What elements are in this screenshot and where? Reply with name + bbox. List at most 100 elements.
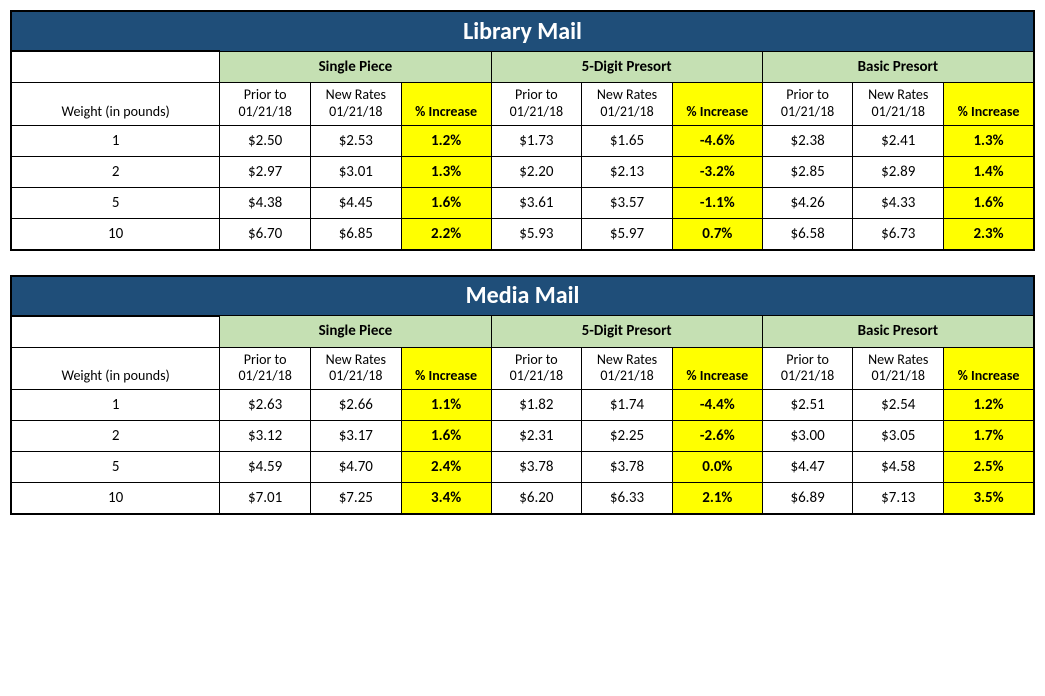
value-cell: $2.66: [310, 390, 401, 421]
prior-header: Prior to 01/21/18: [762, 83, 853, 126]
rate-table: Library MailSingle Piece5-Digit PresortB…: [10, 10, 1035, 251]
prior-header: Prior to 01/21/18: [220, 83, 311, 126]
pct-increase-header: % Increase: [672, 83, 762, 126]
value-cell: $4.26: [762, 187, 853, 218]
prior-header: Prior to 01/21/18: [491, 83, 582, 126]
value-cell: $4.70: [310, 452, 401, 483]
value-cell: $2.13: [582, 156, 673, 187]
value-cell: $7.13: [853, 483, 944, 515]
table-row: 10$7.01$7.253.4%$6.20$6.332.1%$6.89$7.13…: [11, 483, 1034, 515]
value-cell: $1.65: [582, 125, 673, 156]
pct-cell: -1.1%: [672, 187, 762, 218]
value-cell: $2.41: [853, 125, 944, 156]
weight-cell: 10: [11, 218, 220, 250]
weight-cell: 2: [11, 156, 220, 187]
value-cell: $3.57: [582, 187, 673, 218]
table-row: 1$2.63$2.661.1%$1.82$1.74-4.4%$2.51$2.54…: [11, 390, 1034, 421]
group-header: 5-Digit Presort: [491, 316, 762, 348]
pct-cell: 1.3%: [401, 156, 491, 187]
pct-increase-header: % Increase: [401, 83, 491, 126]
pct-increase-header: % Increase: [944, 83, 1034, 126]
prior-header: Prior to 01/21/18: [762, 347, 853, 390]
pct-cell: 1.3%: [944, 125, 1034, 156]
new-rates-header: New Rates 01/21/18: [310, 347, 401, 390]
value-cell: $6.33: [582, 483, 673, 515]
weight-cell: 2: [11, 421, 220, 452]
value-cell: $3.78: [582, 452, 673, 483]
blank-cell: [11, 316, 220, 348]
pct-cell: 0.0%: [672, 452, 762, 483]
value-cell: $6.85: [310, 218, 401, 250]
value-cell: $3.78: [491, 452, 582, 483]
table-row: 1$2.50$2.531.2%$1.73$1.65-4.6%$2.38$2.41…: [11, 125, 1034, 156]
value-cell: $1.73: [491, 125, 582, 156]
value-cell: $4.47: [762, 452, 853, 483]
value-cell: $5.97: [582, 218, 673, 250]
value-cell: $3.01: [310, 156, 401, 187]
weight-cell: 5: [11, 187, 220, 218]
group-header: Single Piece: [220, 316, 491, 348]
pct-cell: 1.4%: [944, 156, 1034, 187]
pct-cell: 3.4%: [401, 483, 491, 515]
pct-cell: 0.7%: [672, 218, 762, 250]
blank-cell: [11, 51, 220, 83]
table-row: 5$4.38$4.451.6%$3.61$3.57-1.1%$4.26$4.33…: [11, 187, 1034, 218]
new-rates-header: New Rates 01/21/18: [582, 83, 673, 126]
value-cell: $7.01: [220, 483, 311, 515]
pct-cell: -2.6%: [672, 421, 762, 452]
value-cell: $6.20: [491, 483, 582, 515]
value-cell: $2.38: [762, 125, 853, 156]
value-cell: $3.17: [310, 421, 401, 452]
rate-table: Media MailSingle Piece5-Digit PresortBas…: [10, 275, 1035, 516]
value-cell: $6.58: [762, 218, 853, 250]
weight-cell: 10: [11, 483, 220, 515]
value-cell: $7.25: [310, 483, 401, 515]
group-header: Basic Presort: [762, 316, 1034, 348]
table-title: Media Mail: [11, 276, 1034, 316]
value-cell: $4.58: [853, 452, 944, 483]
value-cell: $4.45: [310, 187, 401, 218]
pct-cell: 2.1%: [672, 483, 762, 515]
new-rates-header: New Rates 01/21/18: [853, 347, 944, 390]
prior-header: Prior to 01/21/18: [220, 347, 311, 390]
value-cell: $2.50: [220, 125, 311, 156]
value-cell: $4.33: [853, 187, 944, 218]
new-rates-header: New Rates 01/21/18: [853, 83, 944, 126]
table-row: 2$2.97$3.011.3%$2.20$2.13-3.2%$2.85$2.89…: [11, 156, 1034, 187]
pct-cell: 1.6%: [401, 421, 491, 452]
pct-increase-header: % Increase: [672, 347, 762, 390]
value-cell: $3.05: [853, 421, 944, 452]
value-cell: $3.61: [491, 187, 582, 218]
pct-cell: 1.6%: [401, 187, 491, 218]
pct-cell: -4.4%: [672, 390, 762, 421]
new-rates-header: New Rates 01/21/18: [582, 347, 673, 390]
group-header: Basic Presort: [762, 51, 1034, 83]
pct-cell: 1.2%: [944, 390, 1034, 421]
value-cell: $2.97: [220, 156, 311, 187]
pct-cell: 2.2%: [401, 218, 491, 250]
weight-cell: 5: [11, 452, 220, 483]
group-header: 5-Digit Presort: [491, 51, 762, 83]
value-cell: $2.51: [762, 390, 853, 421]
pct-cell: 1.2%: [401, 125, 491, 156]
value-cell: $6.73: [853, 218, 944, 250]
value-cell: $2.63: [220, 390, 311, 421]
weight-header: Weight (in pounds): [11, 83, 220, 126]
pct-cell: 1.1%: [401, 390, 491, 421]
group-header: Single Piece: [220, 51, 491, 83]
pct-cell: 2.4%: [401, 452, 491, 483]
pct-increase-header: % Increase: [944, 347, 1034, 390]
pct-cell: 1.7%: [944, 421, 1034, 452]
value-cell: $2.53: [310, 125, 401, 156]
value-cell: $3.12: [220, 421, 311, 452]
value-cell: $6.70: [220, 218, 311, 250]
table-row: 5$4.59$4.702.4%$3.78$3.780.0%$4.47$4.582…: [11, 452, 1034, 483]
table-title: Library Mail: [11, 11, 1034, 51]
value-cell: $2.54: [853, 390, 944, 421]
value-cell: $3.00: [762, 421, 853, 452]
value-cell: $1.74: [582, 390, 673, 421]
value-cell: $4.38: [220, 187, 311, 218]
value-cell: $2.20: [491, 156, 582, 187]
weight-cell: 1: [11, 125, 220, 156]
pct-cell: -3.2%: [672, 156, 762, 187]
